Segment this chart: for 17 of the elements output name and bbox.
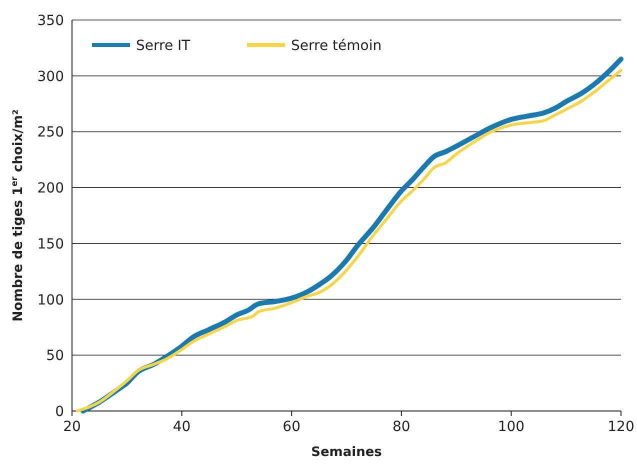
y-tick-label: 300 (37, 68, 64, 85)
legend-label: Serre témoin (291, 38, 382, 54)
x-tick-label: 120 (608, 419, 634, 435)
x-axis-title: Semaines (311, 445, 382, 460)
y-tick-label: 0 (55, 404, 64, 420)
x-tick-label: 80 (392, 419, 410, 435)
legend-label: Serre IT (136, 38, 191, 54)
y-tick-label: 200 (37, 180, 64, 197)
x-tick-label: 100 (498, 419, 525, 435)
y-tick-label: 350 (37, 13, 64, 29)
y-tick-label: 50 (46, 348, 64, 364)
x-tick-label: 60 (282, 419, 301, 435)
x-tick-label: 20 (63, 419, 81, 435)
y-tick-label: 100 (37, 292, 64, 308)
y-tick-label: 150 (37, 236, 64, 252)
y-tick-label: 250 (37, 124, 64, 141)
x-tick-label: 40 (172, 419, 191, 435)
